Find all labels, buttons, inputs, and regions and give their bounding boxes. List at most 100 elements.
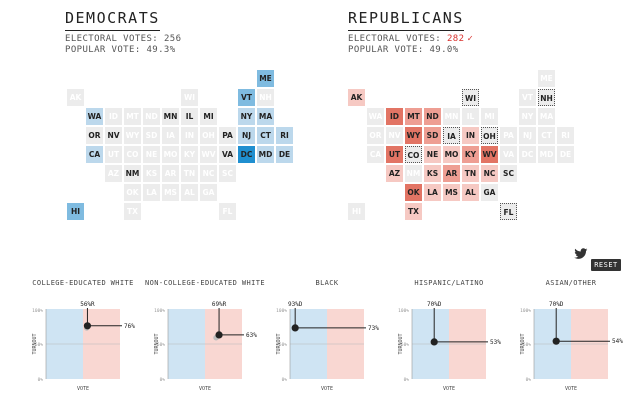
dem-state-tile[interactable]: TX <box>124 203 141 220</box>
rep-state-tile[interactable]: NC <box>481 165 498 182</box>
dem-state-tile[interactable]: RI <box>276 127 293 144</box>
dem-state-tile[interactable]: MS <box>162 184 179 201</box>
rep-state-tile[interactable]: OH <box>481 127 498 144</box>
reset-button[interactable]: RESET <box>591 259 621 271</box>
dem-state-tile[interactable]: NH <box>257 89 274 106</box>
rep-state-tile[interactable]: WY <box>405 127 422 144</box>
dem-state-tile[interactable]: GA <box>200 184 217 201</box>
rep-state-tile[interactable]: SD <box>424 127 441 144</box>
dem-state-tile[interactable]: IA <box>162 127 179 144</box>
dem-state-tile[interactable]: WY <box>124 127 141 144</box>
rep-state-tile[interactable]: WV <box>481 146 498 163</box>
rep-state-tile[interactable]: KY <box>462 146 479 163</box>
dem-state-tile[interactable]: OR <box>86 127 103 144</box>
rep-state-tile[interactable]: NM <box>405 165 422 182</box>
rep-state-tile[interactable]: MN <box>443 108 460 125</box>
data-point[interactable] <box>83 322 92 330</box>
dem-state-tile[interactable]: AL <box>181 184 198 201</box>
rep-state-tile[interactable]: AL <box>462 184 479 201</box>
rep-state-tile[interactable]: RI <box>557 127 574 144</box>
dem-state-tile[interactable]: IL <box>181 108 198 125</box>
rep-state-tile[interactable]: TN <box>462 165 479 182</box>
dem-state-tile[interactable]: AK <box>67 89 84 106</box>
dem-state-tile[interactable]: MI <box>200 108 217 125</box>
rep-state-tile[interactable]: SC <box>500 165 517 182</box>
dem-state-tile[interactable]: VT <box>238 89 255 106</box>
rep-state-tile[interactable]: GA <box>481 184 498 201</box>
rep-state-tile[interactable]: ME <box>538 70 555 87</box>
dem-state-tile[interactable]: HI <box>67 203 84 220</box>
rep-state-tile[interactable]: AZ <box>386 165 403 182</box>
dem-state-tile[interactable]: TN <box>181 165 198 182</box>
rep-state-tile[interactable]: UT <box>386 146 403 163</box>
dem-state-tile[interactable]: KS <box>143 165 160 182</box>
rep-state-tile[interactable]: ND <box>424 108 441 125</box>
rep-state-tile[interactable]: WA <box>367 108 384 125</box>
dem-state-tile[interactable]: ID <box>105 108 122 125</box>
twitter-icon[interactable] <box>574 248 588 260</box>
rep-state-tile[interactable]: MA <box>538 108 555 125</box>
dem-state-tile[interactable]: IN <box>181 127 198 144</box>
dem-state-tile[interactable]: MA <box>257 108 274 125</box>
rep-state-tile[interactable]: HI <box>348 203 365 220</box>
dem-state-tile[interactable]: NE <box>143 146 160 163</box>
dem-state-tile[interactable]: LA <box>143 184 160 201</box>
dem-state-tile[interactable]: NJ <box>238 127 255 144</box>
data-point[interactable] <box>552 337 560 345</box>
rep-state-tile[interactable]: IA <box>443 127 460 144</box>
dem-state-tile[interactable]: NV <box>105 127 122 144</box>
dem-state-tile[interactable]: NY <box>238 108 255 125</box>
dem-state-tile[interactable]: MT <box>124 108 141 125</box>
rep-state-tile[interactable]: OR <box>367 127 384 144</box>
dem-state-tile[interactable]: WI <box>181 89 198 106</box>
dem-state-tile[interactable]: NC <box>200 165 217 182</box>
rep-state-tile[interactable]: OK <box>405 184 422 201</box>
rep-state-tile[interactable]: WI <box>462 89 479 106</box>
dem-state-tile[interactable]: CA <box>86 146 103 163</box>
data-point[interactable] <box>215 331 223 339</box>
rep-state-tile[interactable]: MI <box>481 108 498 125</box>
rep-state-tile[interactable]: IN <box>462 127 479 144</box>
dem-state-tile[interactable]: UT <box>105 146 122 163</box>
dem-state-tile[interactable]: PA <box>219 127 236 144</box>
dem-state-tile[interactable]: OH <box>200 127 217 144</box>
rep-state-tile[interactable]: MS <box>443 184 460 201</box>
rep-state-tile[interactable]: CO <box>405 146 422 163</box>
rep-state-tile[interactable]: NH <box>538 89 555 106</box>
dem-state-tile[interactable]: MO <box>162 146 179 163</box>
dem-state-tile[interactable]: VA <box>219 146 236 163</box>
rep-state-tile[interactable]: MT <box>405 108 422 125</box>
rep-state-tile[interactable]: ID <box>386 108 403 125</box>
rep-state-tile[interactable]: CA <box>367 146 384 163</box>
rep-state-tile[interactable]: DE <box>557 146 574 163</box>
rep-state-tile[interactable]: NJ <box>519 127 536 144</box>
dem-state-tile[interactable]: OK <box>124 184 141 201</box>
dem-state-tile[interactable]: MD <box>257 146 274 163</box>
rep-state-tile[interactable]: DC <box>519 146 536 163</box>
rep-state-tile[interactable]: LA <box>424 184 441 201</box>
rep-state-tile[interactable]: NY <box>519 108 536 125</box>
rep-state-tile[interactable]: MD <box>538 146 555 163</box>
dem-state-tile[interactable]: WV <box>200 146 217 163</box>
dem-state-tile[interactable]: SD <box>143 127 160 144</box>
dem-state-tile[interactable]: NM <box>124 165 141 182</box>
dem-state-tile[interactable]: DE <box>276 146 293 163</box>
data-point[interactable] <box>291 324 299 332</box>
rep-state-tile[interactable]: CT <box>538 127 555 144</box>
dem-state-tile[interactable]: ME <box>257 70 274 87</box>
rep-state-tile[interactable]: MO <box>443 146 460 163</box>
rep-state-tile[interactable]: AR <box>443 165 460 182</box>
dem-state-tile[interactable]: SC <box>219 165 236 182</box>
dem-state-tile[interactable]: KY <box>181 146 198 163</box>
rep-state-tile[interactable]: NE <box>424 146 441 163</box>
rep-state-tile[interactable]: IL <box>462 108 479 125</box>
rep-state-tile[interactable]: FL <box>500 203 517 220</box>
rep-state-tile[interactable]: KS <box>424 165 441 182</box>
dem-state-tile[interactable]: MN <box>162 108 179 125</box>
rep-state-tile[interactable]: AK <box>348 89 365 106</box>
dem-state-tile[interactable]: ND <box>143 108 160 125</box>
dem-state-tile[interactable]: AZ <box>105 165 122 182</box>
rep-state-tile[interactable]: VT <box>519 89 536 106</box>
rep-state-tile[interactable]: NV <box>386 127 403 144</box>
dem-state-tile[interactable]: AR <box>162 165 179 182</box>
